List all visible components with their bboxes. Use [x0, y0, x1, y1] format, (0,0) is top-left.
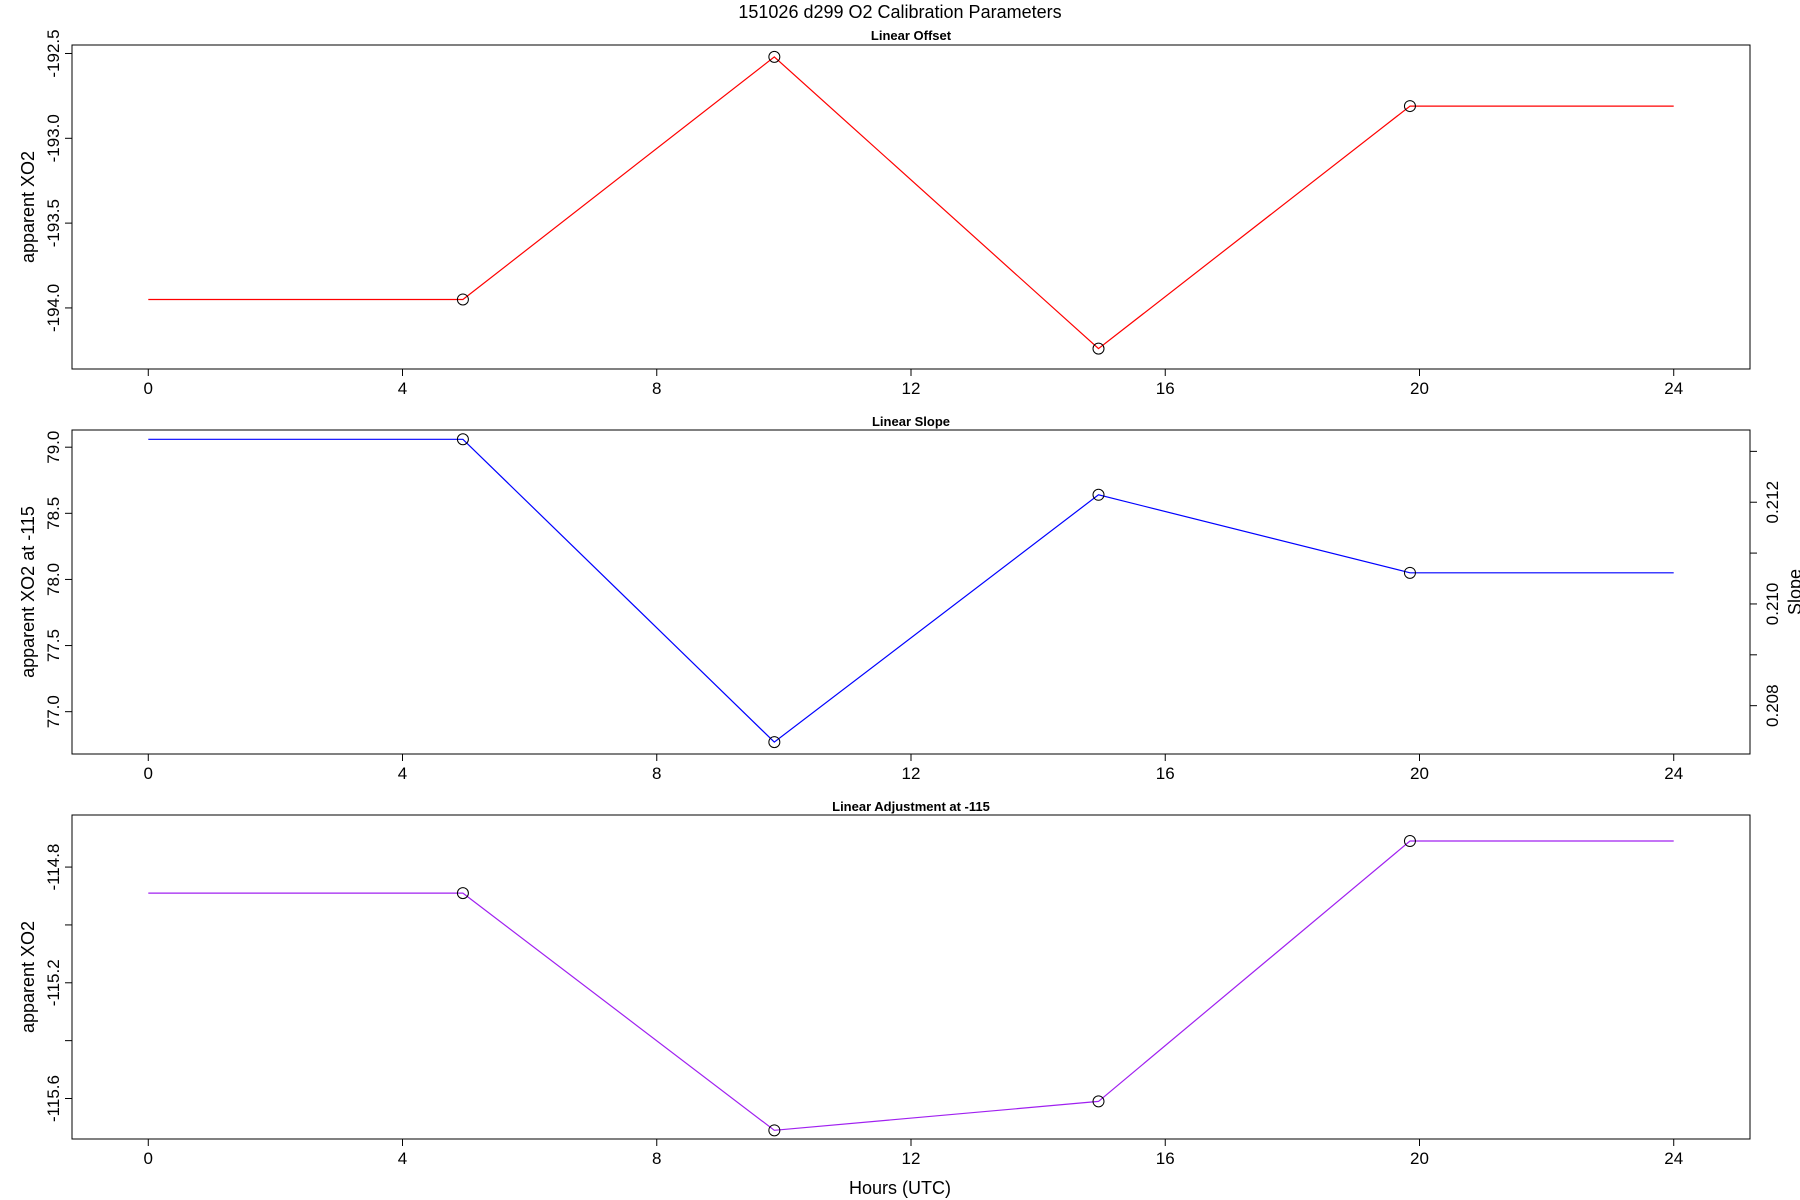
x-tick-label: 12 [902, 1149, 921, 1168]
plot-frame [71, 429, 1751, 755]
x-tick-label: 16 [1156, 764, 1175, 783]
right-y-axis-label: Slope [1785, 569, 1800, 615]
data-point [768, 50, 781, 63]
x-tick-label: 12 [902, 379, 921, 398]
y-tick-label: -192.5 [44, 29, 63, 77]
data-point [1403, 100, 1416, 113]
x-tick-label: 4 [398, 379, 407, 398]
panel-title: Linear Adjustment at -115 [832, 799, 990, 814]
plot-frame [71, 814, 1751, 1140]
right-y-tick-label: 0.212 [1763, 481, 1782, 524]
y-tick-label: 78.0 [44, 563, 63, 596]
x-tick-label: 24 [1664, 379, 1683, 398]
y-axis-label: apparent XO2 [18, 151, 38, 263]
y-tick-label: -115.6 [44, 1075, 63, 1122]
x-tick-label: 20 [1410, 379, 1429, 398]
series-line [148, 438, 1674, 743]
x-tick-label: 16 [1156, 379, 1175, 398]
y-tick-label: -193.0 [44, 114, 63, 162]
data-point [768, 1124, 781, 1137]
y-tick-label: -193.5 [44, 199, 63, 247]
panel-1: Linear Offset 0 4 8 12 16 20 24 -194.0 -193.5 -193… [18, 28, 1751, 398]
y-tick-label: 79.0 [44, 431, 63, 464]
panel-title: Linear Offset [871, 28, 952, 43]
data-point [456, 887, 469, 900]
x-tick-label: 8 [652, 764, 661, 783]
figure-title: 151026 d299 O2 Calibration Parameters [738, 2, 1061, 22]
x-tick-label: 20 [1410, 764, 1429, 783]
x-tick-label: 8 [652, 1149, 661, 1168]
series-line [148, 840, 1674, 1131]
x-tick-label: 16 [1156, 1149, 1175, 1168]
x-tick-label: 0 [144, 764, 153, 783]
data-point [1403, 835, 1416, 848]
data-point [1403, 566, 1416, 579]
x-tick-label: 8 [652, 379, 661, 398]
y-tick-label: 78.5 [44, 497, 63, 530]
x-tick-label: 0 [144, 1149, 153, 1168]
data-point [1092, 1095, 1105, 1108]
x-tick-label: 0 [144, 379, 153, 398]
y-tick-label: -194.0 [44, 284, 63, 332]
x-tick-label: 4 [398, 1149, 407, 1168]
data-point [456, 433, 469, 446]
right-y-tick-label: 0.210 [1763, 583, 1782, 626]
x-tick-label: 4 [398, 764, 407, 783]
data-point [768, 736, 781, 749]
x-tick-label: 12 [902, 764, 921, 783]
y-axis-label: apparent XO2 at -115 [18, 506, 38, 678]
data-point [1092, 342, 1105, 355]
panel-title: Linear Slope [872, 414, 950, 429]
right-y-tick-label: 0.208 [1763, 684, 1782, 727]
y-tick-label: 77.0 [44, 695, 63, 728]
x-tick-label: 20 [1410, 1149, 1429, 1168]
x-tick-label: 24 [1664, 764, 1683, 783]
x-tick-label: 24 [1664, 1149, 1683, 1168]
series-line [148, 56, 1674, 350]
data-point [1092, 488, 1105, 501]
data-point [456, 293, 469, 306]
y-tick-label: 77.5 [44, 629, 63, 662]
y-axis-label: apparent XO2 [18, 921, 38, 1033]
x-axis-label: Hours (UTC) [849, 1178, 951, 1198]
plot-frame [71, 44, 1751, 370]
panel-3: Linear Adjustment at -115 0 4 8 12 16 20 24 -115… [18, 799, 1751, 1168]
panel-2: Linear Slope 0 4 8 12 16 20 24 77.0 77.5 78.0 78.5 7… [18, 414, 1800, 783]
y-tick-label: -115.2 [44, 959, 63, 1006]
y-tick-label: -114.8 [44, 844, 63, 891]
